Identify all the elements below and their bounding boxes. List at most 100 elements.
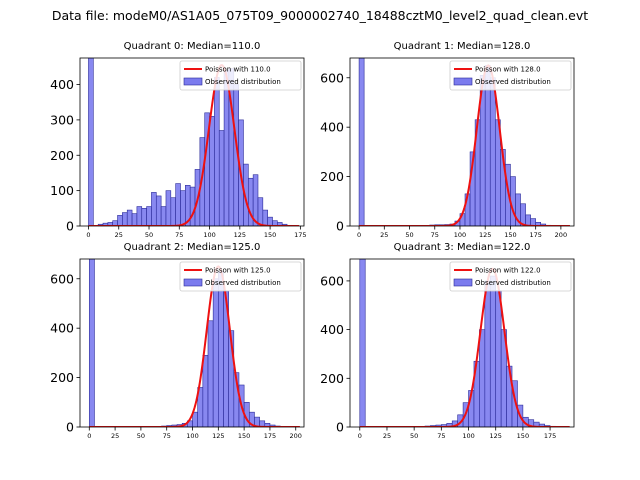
x-tick-label: 25: [111, 432, 119, 440]
legend: Poisson with 122.0 Observed distribution: [449, 261, 572, 292]
axes-frame: [349, 258, 575, 428]
histogram-bar: [495, 290, 502, 427]
x-tick-label: 150: [264, 231, 276, 239]
panels: 0 100 200 300 400 0 25 50 75 100 125 150 175 Quadrant…: [50, 41, 575, 440]
x-tick-label: 200: [555, 231, 567, 239]
panel-quadrant-3: 0 200 400 600 0 25 50 75 100 125 150 175 Quadrant 3:…: [320, 242, 575, 440]
y-tick-label: 400: [320, 322, 344, 337]
legend-box: [179, 60, 302, 91]
histogram-bar: [223, 70, 230, 226]
histogram-bar: [88, 58, 94, 226]
histogram-bar: [126, 209, 133, 226]
histogram-bar: [359, 259, 366, 427]
axes-frame: [79, 258, 305, 428]
x-tick-label: 75: [163, 432, 171, 440]
figure-suptitle: Data file: modeM0/AS1A05_075T09_90000027…: [52, 8, 588, 23]
legend-observed-label: Observed distribution: [205, 78, 281, 86]
x-tick-label: 100: [454, 231, 466, 239]
y-tick-label: 400: [320, 120, 344, 135]
histogram-bar: [214, 77, 220, 226]
x-tick-label: 75: [431, 231, 439, 239]
histogram-bar: [358, 58, 365, 226]
panel-title: Quadrant 1: Median=128.0: [394, 41, 531, 52]
y-tick-label: 200: [50, 148, 74, 163]
x-tick-label: 50: [145, 231, 153, 239]
panel-title: Quadrant 2: Median=125.0: [124, 242, 261, 253]
histogram-bar: [189, 186, 196, 226]
y-tick-label: 600: [320, 273, 344, 288]
legend-bar-swatch: [183, 77, 203, 86]
x-tick-label: 0: [86, 231, 90, 239]
histogram-bar: [525, 214, 531, 226]
legend-bar-swatch: [453, 77, 473, 86]
histogram-bar: [88, 259, 95, 427]
y-tick-label: 0: [66, 219, 74, 234]
x-tick-label: 50: [405, 231, 413, 239]
histogram-bar: [180, 190, 186, 226]
legend-poisson-label: Poisson with 125.0: [205, 267, 271, 275]
x-tick-label: 125: [212, 432, 224, 440]
histogram-bar: [489, 275, 497, 427]
x-tick-label: 50: [410, 432, 418, 440]
axes-frame: [79, 57, 305, 227]
histogram-bar: [257, 197, 264, 226]
x-tick-label: 125: [489, 432, 501, 440]
histogram-bar: [141, 208, 147, 226]
panel-quadrant-0: 0 100 200 300 400 0 25 50 75 100 125 150 175 Quadrant…: [50, 41, 306, 239]
legend-box: [179, 261, 302, 292]
y-tick-label: 200: [50, 370, 74, 385]
x-tick-label: 0: [87, 432, 91, 440]
y-tick-label: 100: [50, 183, 74, 198]
histogram-bar: [218, 130, 225, 226]
legend-box: [449, 60, 572, 91]
legend-observed-label: Observed distribution: [205, 279, 281, 287]
legend: Poisson with 128.0 Observed distribution: [449, 60, 572, 91]
legend-poisson-label: Poisson with 122.0: [475, 267, 541, 275]
histogram-bar: [136, 206, 143, 226]
histogram-bar: [511, 380, 518, 427]
histogram-bar: [131, 213, 138, 226]
x-tick-label: 150: [504, 231, 516, 239]
histogram-bar: [484, 280, 491, 427]
x-tick-label: 175: [529, 231, 541, 239]
legend-bar-swatch: [453, 278, 473, 287]
histogram-bar: [155, 195, 162, 226]
histogram-bar: [479, 329, 486, 427]
y-tick-label: 200: [320, 169, 344, 184]
y-tick-label: 400: [50, 321, 74, 336]
x-tick-label: 100: [462, 432, 474, 440]
legend-observed-label: Observed distribution: [475, 78, 551, 86]
y-tick-label: 200: [320, 371, 344, 386]
y-tick-label: 600: [320, 70, 344, 85]
x-tick-label: 25: [380, 231, 388, 239]
y-tick-label: 0: [66, 420, 74, 435]
histogram-bar: [175, 183, 181, 226]
x-tick-label: 75: [175, 231, 183, 239]
histogram-bar: [165, 190, 172, 226]
legend-poisson-label: Poisson with 110.0: [205, 66, 271, 74]
x-tick-label: 175: [544, 432, 556, 440]
y-tick-label: 0: [336, 420, 344, 435]
poisson-curve: [88, 64, 300, 226]
x-tick-label: 100: [203, 231, 215, 239]
x-tick-label: 100: [186, 432, 198, 440]
histogram-bar: [489, 77, 496, 226]
histogram-bar: [267, 216, 273, 226]
histogram-bar: [212, 278, 219, 427]
panel-quadrant-2: 0 200 400 600 0 25 50 75 100 125 150 175 200 Quadrant…: [50, 242, 305, 440]
panel-quadrant-1: 0 200 400 600 0 25 50 75 100 125 150 175 200 Quadrant…: [320, 41, 575, 239]
histogram-bar: [218, 271, 224, 427]
x-tick-label: 0: [358, 432, 362, 440]
x-tick-label: 25: [383, 432, 391, 440]
x-tick-label: 200: [290, 432, 302, 440]
histogram-bar: [151, 192, 157, 226]
x-tick-label: 175: [264, 432, 276, 440]
y-tick-label: 400: [50, 77, 74, 92]
histogram-bar: [262, 209, 268, 226]
panel-title: Quadrant 0: Median=110.0: [124, 41, 261, 52]
x-tick-label: 0: [357, 231, 361, 239]
histogram-bar: [117, 215, 123, 226]
legend-observed-label: Observed distribution: [475, 279, 551, 287]
histogram-bar: [202, 355, 209, 427]
